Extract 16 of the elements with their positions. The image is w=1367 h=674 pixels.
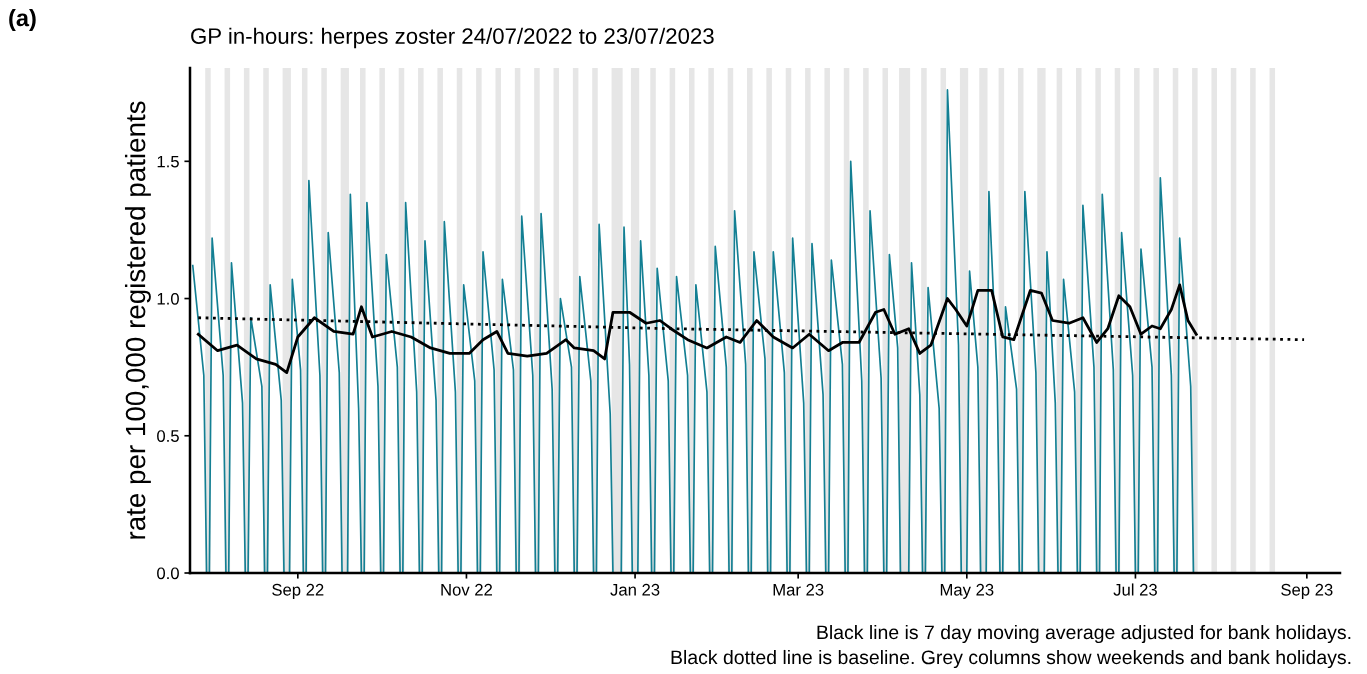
text: Black line is 7 day moving average adjusted for bank holidays. — [817, 624, 1351, 644]
chart-title: GP in-hours: herpes zoster 24/07/2022 to 23/07/2023 — [191, 27, 714, 49]
y-tick-label: 1.5 — [157, 155, 179, 168]
x-tick-label: Sep 23 — [1281, 583, 1333, 599]
y-tick-label: 1.0 — [157, 292, 179, 305]
x-tick-label: Mar 23 — [773, 583, 824, 596]
x-tick-label: May 23 — [940, 583, 994, 599]
y-tick-label: 0.5 — [157, 430, 179, 442]
x-tick-label: Jul 23 — [1113, 583, 1157, 596]
text: Black dotted line is baseline. Grey columns show weekends and bank holidays. — [671, 649, 1351, 669]
y-axis-title: rate per 100,000 registered patients — [124, 101, 151, 539]
y-tick-label: 0.0 — [157, 567, 179, 580]
x-tick-label: Jan 23 — [610, 583, 660, 596]
text: (a) — [9, 9, 36, 31]
x-tick-label: Nov 22 — [441, 583, 493, 596]
x-tick-label: Sep 22 — [272, 583, 324, 599]
